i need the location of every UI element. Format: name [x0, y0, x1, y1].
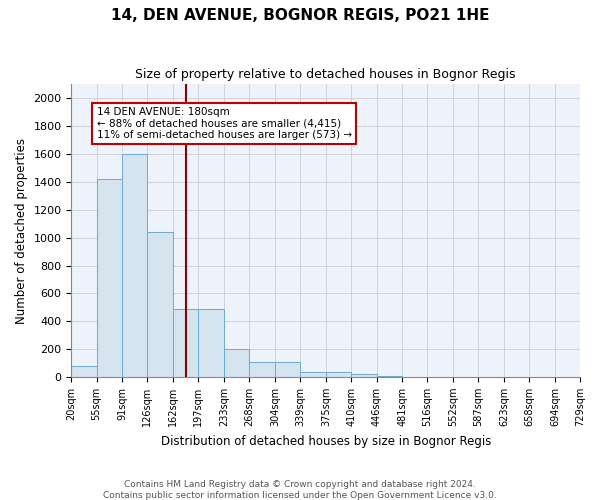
Bar [97, 179, 122, 377]
Bar [300, 372, 326, 377]
Bar [224, 349, 250, 377]
Text: 14, DEN AVENUE, BOGNOR REGIS, PO21 1HE: 14, DEN AVENUE, BOGNOR REGIS, PO21 1HE [111, 8, 489, 22]
Y-axis label: Number of detached properties: Number of detached properties [15, 138, 28, 324]
Bar [326, 372, 351, 377]
Text: 14 DEN AVENUE: 180sqm
← 88% of detached houses are smaller (4,415)
11% of semi-d: 14 DEN AVENUE: 180sqm ← 88% of detached … [97, 106, 352, 140]
Bar [122, 154, 148, 377]
Bar [148, 232, 173, 377]
Bar [351, 374, 377, 377]
Title: Size of property relative to detached houses in Bognor Regis: Size of property relative to detached ho… [136, 68, 516, 80]
Bar [71, 366, 97, 377]
X-axis label: Distribution of detached houses by size in Bognor Regis: Distribution of detached houses by size … [161, 434, 491, 448]
Bar [377, 376, 402, 377]
Bar [250, 362, 275, 377]
Bar [173, 308, 199, 377]
Bar [199, 308, 224, 377]
Text: Contains HM Land Registry data © Crown copyright and database right 2024.
Contai: Contains HM Land Registry data © Crown c… [103, 480, 497, 500]
Bar [275, 362, 300, 377]
